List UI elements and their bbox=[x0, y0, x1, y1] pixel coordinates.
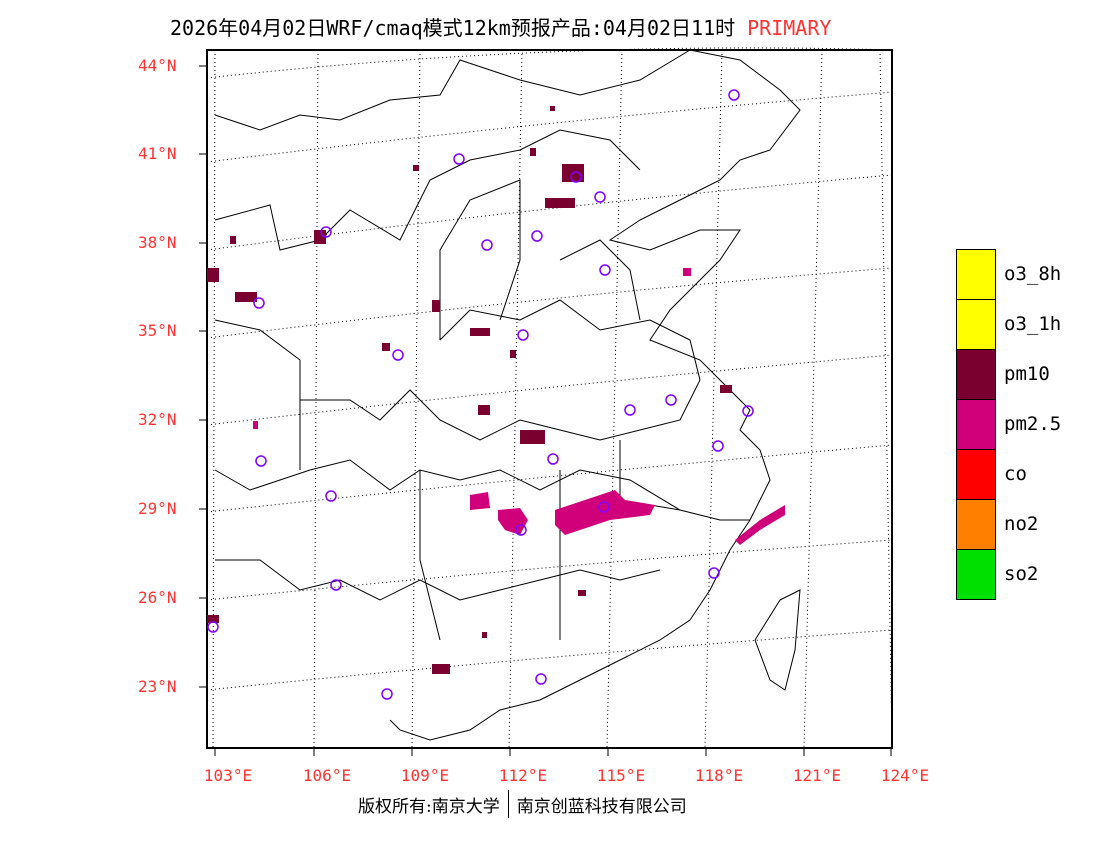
lon-label: 109°E bbox=[400, 766, 450, 785]
legend-swatch bbox=[956, 449, 996, 499]
primary-tag: PRIMARY bbox=[747, 16, 832, 40]
lon-label: 112°E bbox=[498, 766, 548, 785]
legend-item-so2: so2 bbox=[956, 548, 1061, 600]
lat-label: 41°N bbox=[138, 144, 177, 163]
legend-item-no2: no2 bbox=[956, 499, 1061, 549]
legend-label: pm10 bbox=[1004, 363, 1050, 385]
lat-label: 29°N bbox=[138, 499, 177, 518]
legend-swatch bbox=[956, 299, 996, 349]
lat-label: 23°N bbox=[138, 677, 177, 696]
boundaries bbox=[214, 49, 801, 741]
legend: o3_8h o3_1h pm10 pm2.5 co no2 so2 bbox=[956, 249, 1061, 600]
lon-label: 115°E bbox=[596, 766, 646, 785]
legend-item-pm10: pm10 bbox=[956, 349, 1061, 399]
lat-label: 38°N bbox=[138, 233, 177, 252]
legend-label: so2 bbox=[1004, 563, 1039, 585]
legend-item-pm25: pm2.5 bbox=[956, 399, 1061, 449]
title-text: 2026年04月02日WRF/cmaq模式12km预报产品:04月02日11时 bbox=[170, 16, 736, 40]
map-frame bbox=[206, 49, 893, 749]
map-title: 2026年04月02日WRF/cmaq模式12km预报产品:04月02日11时 P… bbox=[170, 12, 831, 41]
lon-label: 124°E bbox=[880, 766, 930, 785]
lat-label: 26°N bbox=[138, 588, 177, 607]
legend-swatch bbox=[956, 548, 996, 600]
legend-swatch bbox=[956, 499, 996, 549]
legend-label: co bbox=[1004, 463, 1027, 485]
legend-swatch bbox=[956, 249, 996, 299]
legend-item-co: co bbox=[956, 449, 1061, 499]
legend-item-o3-8h: o3_8h bbox=[956, 249, 1061, 299]
legend-label: o3_8h bbox=[1004, 263, 1062, 285]
copyright-left: 版权所有:南京大学 bbox=[358, 796, 500, 817]
lat-label: 35°N bbox=[138, 321, 177, 340]
legend-label: no2 bbox=[1004, 513, 1039, 535]
copyright-footer: 版权所有:南京大学 南京创蓝科技有限公司 bbox=[358, 790, 687, 818]
lon-label: 103°E bbox=[203, 766, 253, 785]
lon-label: 118°E bbox=[694, 766, 744, 785]
city-markers bbox=[207, 89, 754, 700]
axis-ticks bbox=[199, 65, 892, 756]
lon-label: 106°E bbox=[302, 766, 352, 785]
legend-swatch bbox=[956, 399, 996, 449]
lat-label: 44°N bbox=[138, 56, 177, 75]
lon-label: 121°E bbox=[792, 766, 842, 785]
lat-label: 32°N bbox=[138, 410, 177, 429]
legend-label: pm2.5 bbox=[1004, 413, 1062, 435]
legend-label: o3_1h bbox=[1004, 313, 1062, 335]
footer-divider bbox=[507, 790, 509, 818]
legend-swatch bbox=[956, 349, 996, 399]
legend-item-o3-1h: o3_1h bbox=[956, 299, 1061, 349]
copyright-right: 南京创蓝科技有限公司 bbox=[516, 796, 687, 817]
